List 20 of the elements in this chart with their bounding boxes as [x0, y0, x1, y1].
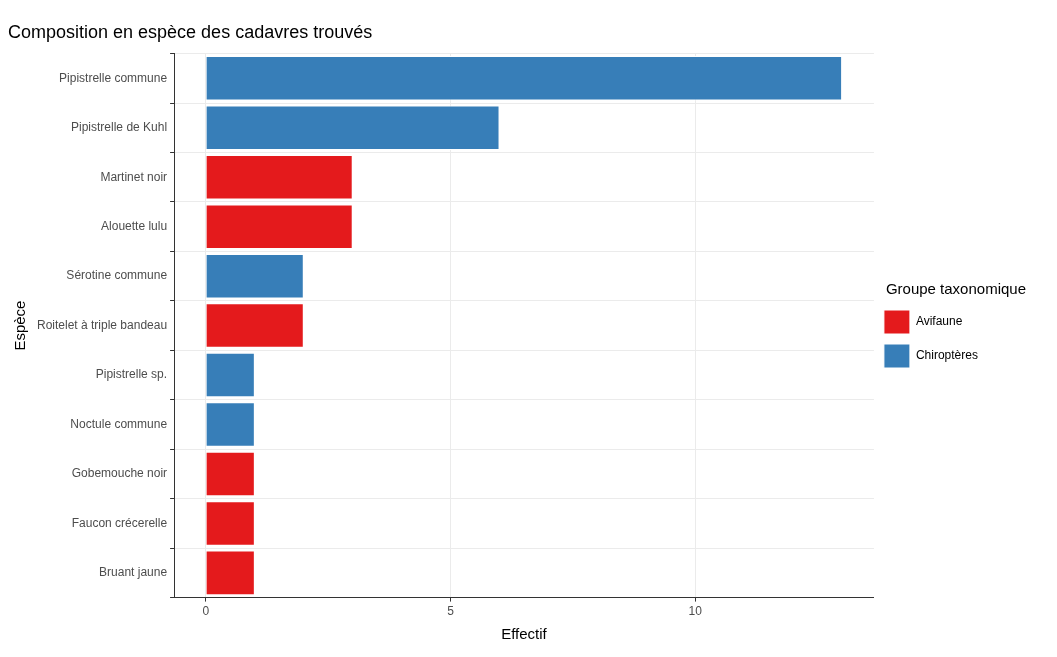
legend-label: Avifaune — [915, 314, 963, 329]
y-tick-label: Faucon crécerelle — [71, 515, 168, 530]
y-axis-title: Espèce — [11, 300, 29, 351]
y-tick-label: Pipistrelle commune — [59, 70, 168, 85]
x-tick-label: 5 — [447, 604, 455, 619]
x-tick-label: 10 — [688, 604, 703, 619]
x-axis-title: Effectif — [501, 625, 548, 643]
y-tick-label: Alouette lulu — [101, 219, 168, 233]
y-tick-label: Noctule commune — [70, 416, 168, 431]
y-tick-label: Gobemouche noir — [71, 466, 168, 481]
legend-label: Chiroptères — [915, 348, 978, 363]
y-tick-label: Martinet noir — [100, 169, 168, 184]
y-tick-label: Sérotine commune — [66, 268, 168, 283]
y-tick-label: Bruant jaune — [99, 565, 168, 580]
legend-title: Groupe taxonomique — [885, 279, 1026, 297]
y-tick-label: Roitelet à triple bandeau — [37, 317, 168, 332]
chart-title: Composition en espèce des cadavres trouvés — [8, 21, 373, 42]
y-tick-label: Pipistrelle sp. — [95, 367, 168, 382]
x-tick-label: 0 — [202, 604, 210, 619]
y-tick-label: Pipistrelle de Kuhl — [71, 120, 168, 135]
